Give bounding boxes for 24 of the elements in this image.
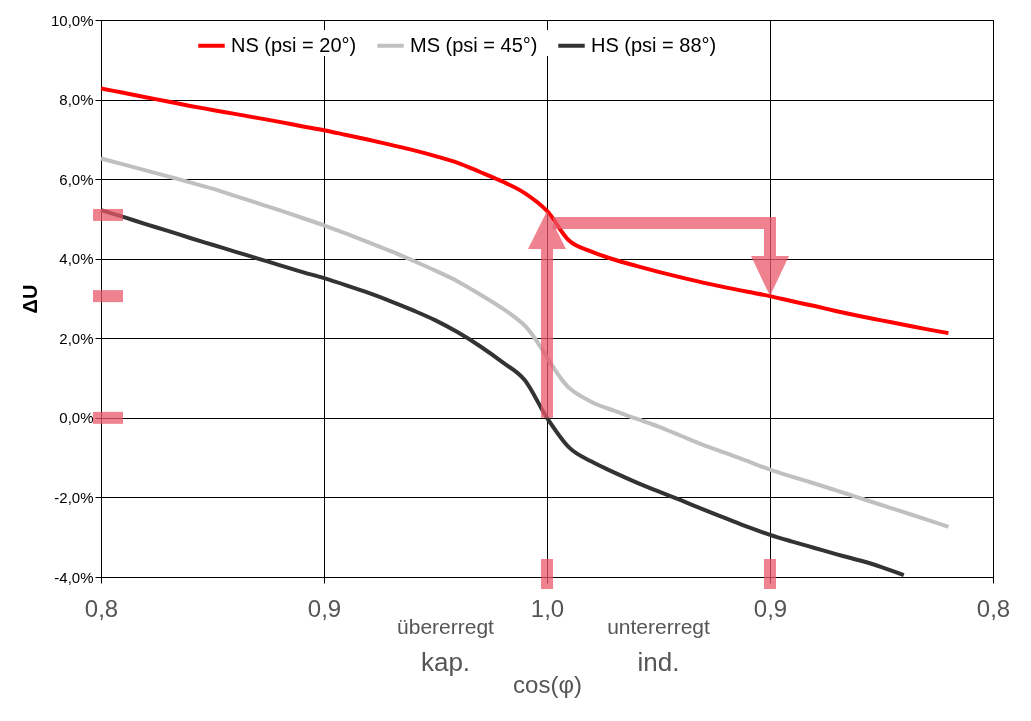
text: kap. bbox=[420, 647, 471, 678]
y-tick-label: 6,0% bbox=[59, 170, 94, 188]
text: untererregt bbox=[607, 615, 710, 639]
y-tick-label: 4,0% bbox=[59, 250, 94, 268]
y-tick-label: -4,0% bbox=[54, 568, 94, 586]
x-tick-label: 0,8 bbox=[84, 594, 119, 622]
x-tick-label: 1,0 bbox=[530, 594, 565, 622]
x-tick-label: 0,9 bbox=[753, 594, 788, 622]
legend-label: MS (psi = 45°) bbox=[410, 33, 538, 56]
line-series bbox=[99, 86, 951, 336]
y-tick-label: 8,0% bbox=[59, 91, 94, 109]
line-series bbox=[99, 156, 951, 529]
y-tick-label: -2,0% bbox=[54, 488, 94, 506]
legend-label: NS (psi = 20°) bbox=[231, 33, 357, 56]
y-tick-label: 10,0% bbox=[50, 11, 94, 29]
text: übererregt bbox=[397, 615, 494, 639]
legend-label: HS (psi = 88°) bbox=[591, 33, 717, 56]
text: ind. bbox=[637, 647, 680, 678]
x-tick-label: 0,9 bbox=[307, 594, 342, 622]
x-axis-title: cos(φ) bbox=[513, 670, 582, 698]
y-tick-label: 2,0% bbox=[59, 329, 94, 347]
y-tick-label: 0,0% bbox=[59, 409, 94, 427]
x-tick-label: 0,8 bbox=[976, 594, 1011, 622]
y-axis-title: ΔU bbox=[18, 284, 41, 314]
